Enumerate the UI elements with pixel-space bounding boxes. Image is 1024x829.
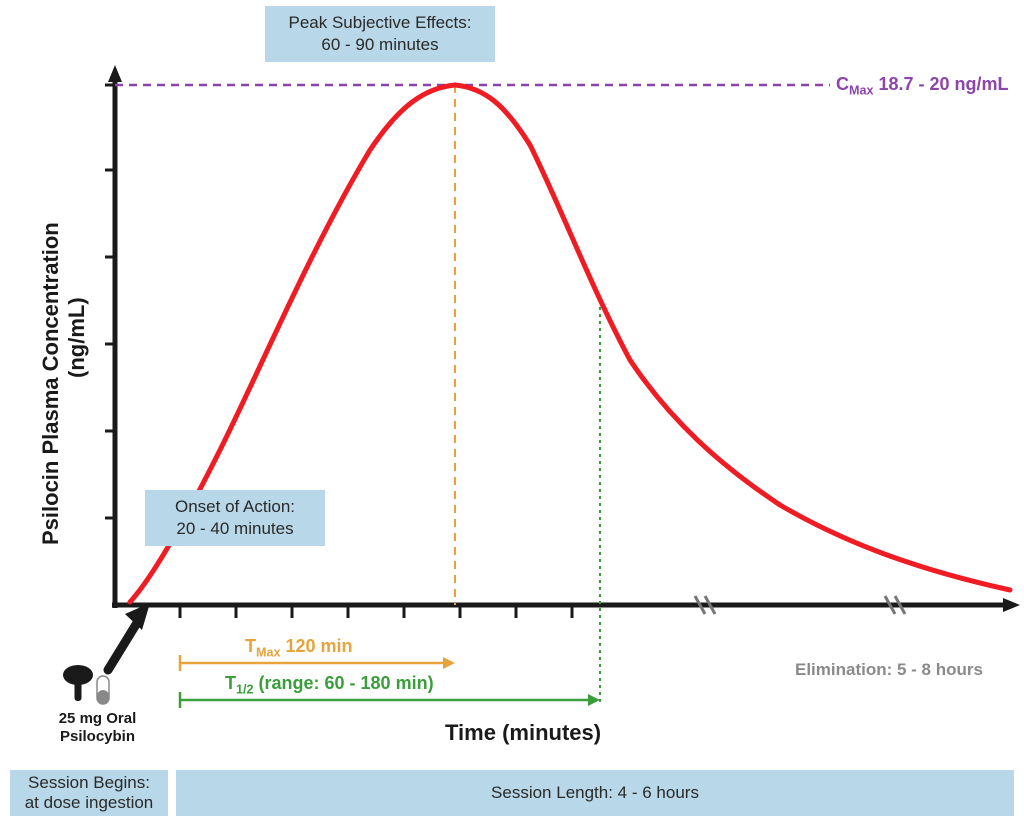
pk-chart: Peak Subjective Effects: 60 - 90 minutes… xyxy=(0,0,1024,829)
thalf-label: T1/2 (range: 60 - 180 min) xyxy=(225,673,434,697)
tmax-label: TMax 120 min xyxy=(245,636,353,660)
y-axis-arrowhead xyxy=(108,65,122,82)
session-begins-box: Session Begins: at dose ingestion xyxy=(10,770,168,816)
x-axis-title: Time (minutes) xyxy=(445,720,601,746)
mushroom-icon xyxy=(63,665,93,701)
onset-line1: Onset of Action: xyxy=(175,497,295,516)
dose-label: 25 mg Oral Psilocybin xyxy=(50,710,145,746)
dose-arrow xyxy=(108,603,150,670)
capsule-icon xyxy=(97,676,109,704)
onset-line2: 20 - 40 minutes xyxy=(176,519,293,538)
y-axis-title-unit: (ng/mL) xyxy=(64,297,90,378)
session-length-box: Session Length: 4 - 6 hours xyxy=(176,770,1014,816)
chart-svg xyxy=(0,0,1024,829)
cmax-label: CMax 18.7 - 20 ng/mL xyxy=(836,74,1009,98)
elimination-label: Elimination: 5 - 8 hours xyxy=(795,660,983,680)
peak-effects-line1: Peak Subjective Effects: xyxy=(288,13,471,32)
y-axis-title: Psilocin Plasma Concentration xyxy=(38,222,64,545)
peak-effects-line2: 60 - 90 minutes xyxy=(321,35,438,54)
peak-effects-box: Peak Subjective Effects: 60 - 90 minutes xyxy=(265,6,495,62)
x-axis-arrowhead xyxy=(1003,598,1020,612)
onset-box: Onset of Action: 20 - 40 minutes xyxy=(145,490,325,546)
